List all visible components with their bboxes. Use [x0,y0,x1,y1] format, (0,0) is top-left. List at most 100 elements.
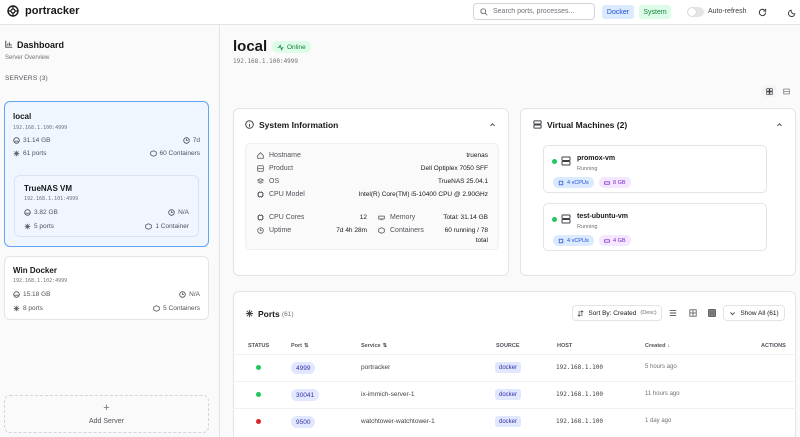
server-uptime: N/A [168,209,189,216]
created-time: 1 day ago [645,418,672,424]
grid-view-button[interactable] [762,85,776,97]
info-icon [245,120,254,129]
cpu-icon [257,214,264,221]
os-value: TrueNAS 25.04.1 [438,178,488,185]
clock-icon [183,137,190,144]
chevron-up-icon[interactable] [489,121,496,128]
server-name: TrueNAS VM [24,184,73,193]
port-pill[interactable]: 4999 [291,362,316,374]
server-card-win-docker[interactable]: Win Docker 192.168.1.102:4999 15.18 GB N… [4,256,209,320]
vm-name: test-ubuntu-vm [577,213,628,220]
server-memory: 3.82 GB [24,209,58,216]
port-pill[interactable]: 30041 [291,389,320,401]
sort-button[interactable]: Sort By: Created (Desc) [572,305,662,321]
product-value: Dell Optiplex 7050 SFF [420,165,488,172]
auto-refresh-toggle[interactable] [687,7,704,17]
search-input[interactable] [493,8,588,15]
cores-value: 12 [359,214,367,221]
filter-system-chip[interactable]: System [639,5,671,19]
created-time: 11 hours ago [645,391,680,397]
grid-icon[interactable] [688,309,697,317]
col-service[interactable]: Service ⇅ [361,343,388,349]
server-stack-icon [533,120,542,129]
sort-icon [577,309,584,317]
clock-icon [257,227,264,234]
memory-label: Memory [378,214,415,221]
col-port[interactable]: Port ⇅ [291,343,309,349]
col-actions: ACTIONS [761,343,786,349]
list-icon[interactable] [669,309,677,317]
server-card-local[interactable]: local 192.168.1.100:4999 31.14 GB 7d 61 … [4,101,209,247]
chevron-up-icon[interactable] [776,121,783,128]
server-uptime: N/A [179,291,200,298]
server-ports: 61 ports [13,150,47,157]
server-ip: 192.168.1.102:4999 [13,278,68,284]
ports-icon [245,309,254,318]
status-dot [256,419,261,424]
vm-vcpu-badge: 4 vCPUs [553,177,594,188]
vm-status: Running [577,166,598,172]
app-name: portracker [25,5,80,17]
home-icon [257,152,264,159]
add-server-label: Add Server [88,418,125,425]
table-row[interactable]: 30041 ix-immich-server-1 docker 192.168.… [233,381,796,407]
server-memory: 15.18 GB [13,291,50,298]
vm-ram-badge: 4 GB [599,235,631,246]
add-server-button[interactable]: + Add Server [4,395,209,433]
table-row[interactable]: 4999 portracker docker 192.168.1.100 5 h… [233,354,796,380]
uptime-value: 7d 4h 28m [336,227,367,234]
virtual-machines-panel: Virtual Machines (2) promox-vm Running 4… [520,108,796,276]
search-box[interactable] [473,3,595,20]
memory-icon [13,137,20,144]
vm-name: promox-vm [577,155,616,162]
col-status: STATUS [248,343,270,349]
col-created[interactable]: Created ↓ [645,343,671,349]
table-row[interactable]: 9500 watchtower-watchtower-1 docker 192.… [233,408,796,437]
vm-card[interactable]: test-ubuntu-vm Running 4 vCPUs 4 GB [543,203,767,251]
table-icon[interactable] [708,309,716,317]
list-view-button[interactable] [780,85,792,97]
clock-icon [168,209,175,216]
show-all-button[interactable]: Show All (61) [723,305,785,321]
server-memory: 31.14 GB [13,137,50,144]
sort-arrows-icon: ⇅ [304,343,309,349]
product-label: Product [257,165,293,172]
col-host: HOST [557,343,573,349]
refresh-icon[interactable] [758,8,767,17]
arrow-down-icon: ↓ [667,343,671,349]
host-ip: 192.168.1.100 [556,391,603,398]
host-ip: 192.168.1.100 [556,364,603,371]
chevron-down-icon [730,311,736,315]
app-logo[interactable]: portracker [7,5,79,17]
server-card-truenas-vm[interactable]: TrueNAS VM 192.168.1.101:4999 3.82 GB N/… [14,175,199,237]
system-info-panel: System Information Hostname truenas Prod… [233,108,509,276]
ports-icon [13,305,20,312]
cpu-icon [558,180,564,185]
theme-toggle-icon[interactable] [788,8,797,17]
ports-title: Ports [258,309,280,319]
source-badge: docker [495,416,522,427]
system-info-body: Hostname truenas Product Dell Optiplex 7… [245,143,499,250]
filter-docker-chip[interactable]: Docker [602,5,634,19]
vm-panel-title: Virtual Machines (2) [547,120,628,130]
vm-card[interactable]: promox-vm Running 4 vCPUs 8 GB [543,145,767,193]
server-name: local [13,112,32,121]
page-title: local [233,38,268,55]
server-address: 192.168.1.100:4999 [233,58,299,65]
port-pill[interactable]: 9500 [291,416,316,428]
auto-refresh-label: Auto-refresh [708,8,747,15]
host-ip: 192.168.1.100 [556,418,603,425]
containers-value-line2: total [475,237,488,244]
server-ip: 192.168.1.101:4999 [24,196,79,202]
cpu-icon [558,238,564,243]
container-icon [378,227,385,234]
container-icon [153,305,160,312]
vm-status-dot [552,217,557,222]
server-containers: 60 Containers [149,150,200,157]
vm-status-dot [552,159,557,164]
status-dot [256,392,261,397]
memory-icon [24,209,31,216]
server-containers: 5 Containers [153,305,200,312]
memory-icon [604,180,610,185]
server-name: Win Docker [13,266,57,275]
